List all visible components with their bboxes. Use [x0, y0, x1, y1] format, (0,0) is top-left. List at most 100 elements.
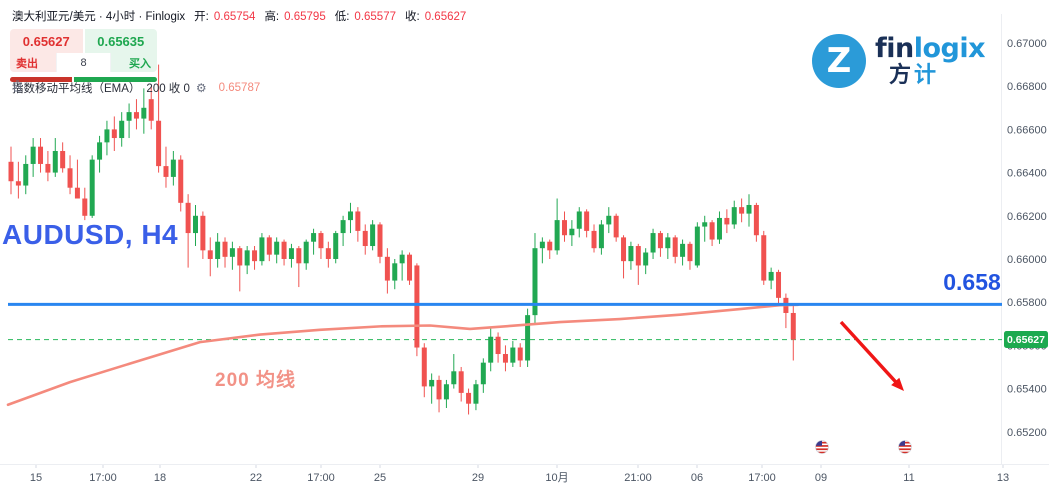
candle-body	[495, 336, 501, 355]
candle-body	[768, 271, 774, 281]
candle-body	[347, 211, 353, 221]
price-axis[interactable]: 0.67000 0.66800 0.66600 0.66400 0.66200 0.660…	[1007, 38, 1047, 439]
candle-body	[731, 207, 737, 225]
buy-price[interactable]: 0.65635	[84, 29, 157, 53]
candle-body	[384, 256, 390, 281]
candle-body	[790, 312, 796, 340]
time-axis[interactable]: 15 17:00 18 22 17:00 25 29 10月 21:00 06 17:00 09 11 1…	[30, 465, 1009, 484]
indicator-params: 200 收 0	[146, 83, 190, 95]
candle-body	[650, 233, 656, 253]
candle-body	[510, 347, 516, 363]
open-value: 0.65754	[213, 11, 256, 23]
candle-body	[480, 362, 486, 385]
finlogix-logo-icon: Z	[811, 34, 866, 88]
candle-body	[252, 250, 258, 262]
candle-body	[274, 241, 280, 255]
indicator-row: 指数移动平均线（EMA） 200 收 0 ⚙ 0.65787	[12, 80, 260, 96]
buy-button[interactable]: 买入	[111, 53, 157, 72]
candle-body	[215, 241, 221, 259]
us-flag-icon[interactable]	[898, 440, 912, 454]
current-price-badge-label: 0.65627	[1007, 334, 1045, 346]
candle-body	[436, 379, 442, 400]
candle-body	[104, 129, 110, 143]
time-tick-label: 18	[154, 472, 166, 484]
candle-body	[739, 207, 745, 214]
price-tick-label: 0.66800	[1007, 81, 1047, 93]
candle-body	[200, 215, 206, 251]
candle-body	[15, 181, 21, 186]
candle-body	[466, 392, 472, 404]
sell-button[interactable]: 卖出	[10, 53, 56, 72]
candle-body	[562, 220, 567, 236]
time-tick-label: 22	[250, 472, 262, 484]
candle-body	[613, 215, 619, 238]
candle-body	[141, 107, 147, 119]
candle-body	[266, 237, 272, 255]
candle-body	[584, 211, 590, 231]
candle-body	[244, 250, 250, 266]
time-tick-label: 09	[815, 472, 827, 484]
candle-body	[680, 243, 686, 257]
candle-body	[74, 187, 80, 199]
candle-body	[753, 204, 759, 236]
trend-arrow	[839, 320, 904, 391]
candle-body	[443, 384, 449, 400]
candle-body	[672, 237, 678, 257]
candle-body	[687, 243, 693, 262]
candle-body	[451, 371, 457, 385]
candle-body	[82, 198, 88, 216]
candle-body	[156, 120, 162, 167]
candle-body	[67, 168, 73, 188]
candle-body	[8, 161, 14, 182]
candle-body	[606, 215, 612, 225]
candle-body	[45, 163, 51, 173]
candle-body	[193, 215, 198, 234]
candle-body	[207, 250, 213, 259]
open-label: 开:	[194, 11, 209, 23]
candle-body	[591, 230, 597, 249]
candle-body	[502, 354, 508, 363]
candle-body	[362, 230, 368, 247]
time-tick-label: 11	[903, 472, 914, 484]
candle-body	[621, 237, 627, 262]
candle-body	[635, 246, 641, 266]
trend-arrow-shaft	[839, 320, 900, 387]
candle-body	[97, 142, 103, 160]
candle-body	[30, 146, 36, 164]
close-value: 0.65627	[424, 11, 467, 23]
sell-price[interactable]: 0.65627	[10, 29, 83, 53]
time-tick-label: 10月	[545, 472, 568, 484]
candle-body	[392, 263, 398, 281]
candle-body	[60, 150, 66, 169]
price-tick-label: 0.66400	[1007, 168, 1047, 180]
candle-body	[429, 379, 435, 387]
candle-body	[52, 150, 58, 173]
candle-body	[694, 226, 700, 266]
price-tick-label: 0.65400	[1007, 384, 1047, 396]
time-tick-label: 17:00	[89, 472, 117, 484]
candle-body	[554, 220, 560, 251]
candle-body	[569, 228, 575, 236]
candle-body	[325, 248, 331, 259]
us-flag-icon[interactable]	[815, 440, 829, 454]
price-tick-label: 0.66600	[1007, 124, 1047, 136]
candle-body	[761, 235, 767, 281]
candle-body	[643, 252, 649, 266]
buy-sentiment-bar	[73, 77, 157, 82]
candle-body	[340, 220, 346, 234]
candle-body	[296, 248, 302, 264]
low-value: 0.65577	[354, 11, 396, 23]
symbol-title[interactable]: 澳大利亚元/美元 · 4小时 · Finlogix	[12, 11, 186, 23]
price-badge: 0.65627	[1004, 331, 1048, 349]
candle-body	[23, 163, 29, 186]
candle-body	[303, 241, 309, 264]
candle-body	[185, 202, 191, 234]
indicator-value: 0.65787	[218, 82, 261, 94]
candle-body	[488, 336, 494, 363]
finlogix-chinese-wordmark: 方计	[888, 62, 939, 88]
price-tick-label: 0.65800	[1007, 297, 1047, 309]
settings-icon[interactable]: ⚙	[195, 81, 207, 95]
indicator-label[interactable]: 指数移动平均线（EMA）	[12, 83, 141, 95]
